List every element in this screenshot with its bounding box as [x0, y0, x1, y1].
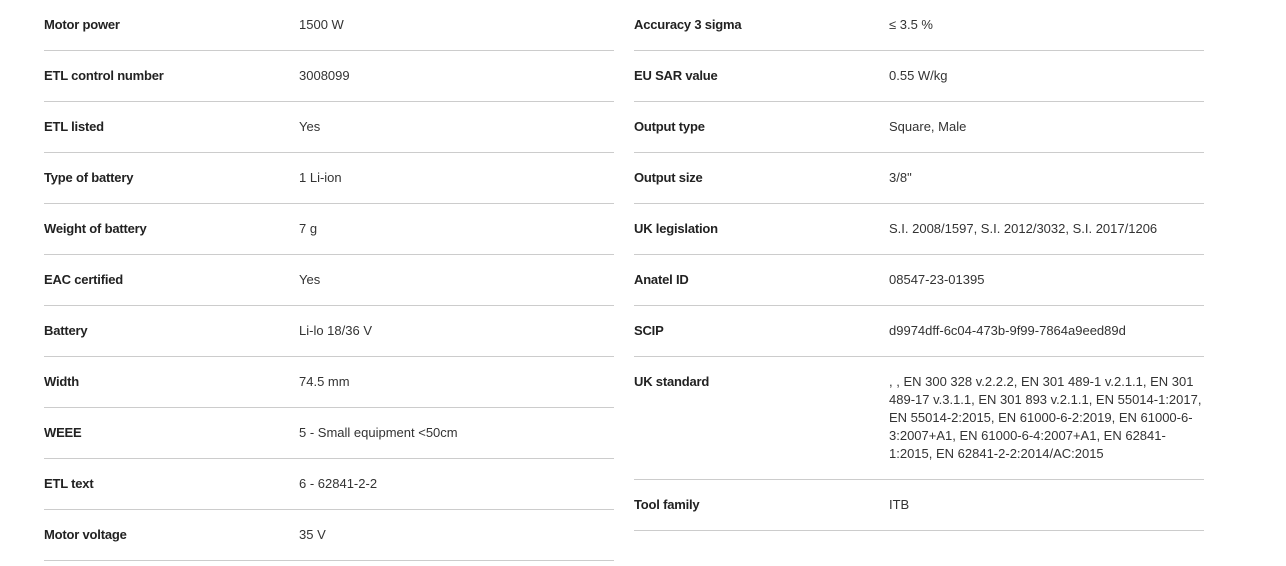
- spec-label: Accuracy 3 sigma: [634, 17, 742, 32]
- spec-label: Output size: [634, 170, 703, 185]
- spec-value: 3008099: [299, 68, 350, 83]
- spec-value: 5 - Small equipment <50cm: [299, 425, 458, 440]
- spec-value: 08547-23-01395: [889, 272, 985, 287]
- spec-label: WEEE: [44, 425, 82, 440]
- spec-row: WEEE 5 - Small equipment <50cm: [44, 408, 614, 459]
- spec-value: 0.55 W/kg: [889, 68, 948, 83]
- spec-value: Li-lo 18/36 V: [299, 323, 372, 338]
- spec-label: EAC certified: [44, 272, 124, 287]
- spec-label: Motor power: [44, 17, 120, 32]
- spec-value: ≤ 3.5 %: [889, 17, 933, 32]
- spec-label: SCIP: [634, 323, 664, 338]
- spec-value: 1 Li-ion: [299, 170, 342, 185]
- spec-label: Battery: [44, 323, 88, 338]
- spec-row: Output size 3/8": [634, 153, 1204, 204]
- spec-row: Battery Li-lo 18/36 V: [44, 306, 614, 357]
- spec-label: Width: [44, 374, 79, 389]
- spec-value: 1500 W: [299, 17, 344, 32]
- spec-column-right: Accuracy 3 sigma ≤ 3.5 % EU SAR value 0.55 …: [634, 0, 1204, 531]
- spec-label: Anatel ID: [634, 272, 689, 287]
- spec-row: UK legislation S.I. 2008/1597, S.I. 2012/…: [634, 204, 1204, 255]
- spec-value: Yes: [299, 272, 321, 287]
- spec-value: , , EN 300 328 v.2.2.2, EN 301 489-1 v.2…: [889, 374, 1202, 461]
- spec-row: Accuracy 3 sigma ≤ 3.5 %: [634, 0, 1204, 51]
- spec-row: ETL control number 3008099: [44, 51, 614, 102]
- spec-row: EU SAR value 0.55 W/kg: [634, 51, 1204, 102]
- spec-row: Motor voltage 35 V: [44, 510, 614, 561]
- spec-value: Square, Male: [889, 119, 967, 134]
- spec-row: UK standard , , EN 300 328 v.2.2.2, EN 30…: [634, 357, 1204, 480]
- spec-label: Weight of battery: [44, 221, 147, 236]
- spec-value: Yes: [299, 119, 321, 134]
- spec-value: 35 V: [299, 527, 326, 542]
- spec-row: Type of battery 1 Li-ion: [44, 153, 614, 204]
- spec-row: Output type Square, Male: [634, 102, 1204, 153]
- spec-label: ETL text: [44, 476, 94, 491]
- spec-row: Weight of battery 7 g: [44, 204, 614, 255]
- spec-row: ETL text 6 - 62841-2-2: [44, 459, 614, 510]
- spec-value: 74.5 mm: [299, 374, 350, 389]
- spec-row: SCIP d9974dff-6c04-473b-9f99-7864a9eed89d: [634, 306, 1204, 357]
- spec-label: Type of battery: [44, 170, 134, 185]
- spec-row: Motor power 1500 W: [44, 0, 614, 51]
- spec-row: Tool family ITB: [634, 480, 1204, 531]
- spec-column-left: Motor power 1500 W ETL control number 30080…: [44, 0, 614, 561]
- spec-value: 3/8": [889, 170, 912, 185]
- spec-value: 6 - 62841-2-2: [299, 476, 378, 491]
- spec-label: ETL control number: [44, 68, 164, 83]
- spec-label: ETL listed: [44, 119, 104, 134]
- spec-row: Width 74.5 mm: [44, 357, 614, 408]
- spec-label: Tool family: [634, 497, 700, 512]
- spec-label: UK standard: [634, 374, 710, 389]
- spec-row: EAC certified Yes: [44, 255, 614, 306]
- spec-label: Output type: [634, 119, 705, 134]
- spec-value: S.I. 2008/1597, S.I. 2012/3032, S.I. 201…: [889, 221, 1158, 236]
- spec-value: d9974dff-6c04-473b-9f99-7864a9eed89d: [889, 323, 1126, 338]
- spec-label: EU SAR value: [634, 68, 718, 83]
- spec-value: ITB: [889, 497, 910, 512]
- spec-row: Anatel ID 08547-23-01395: [634, 255, 1204, 306]
- spec-label: UK legislation: [634, 221, 718, 236]
- spec-row: ETL listed Yes: [44, 102, 614, 153]
- spec-value: 7 g: [299, 221, 318, 236]
- spec-label: Motor voltage: [44, 527, 127, 542]
